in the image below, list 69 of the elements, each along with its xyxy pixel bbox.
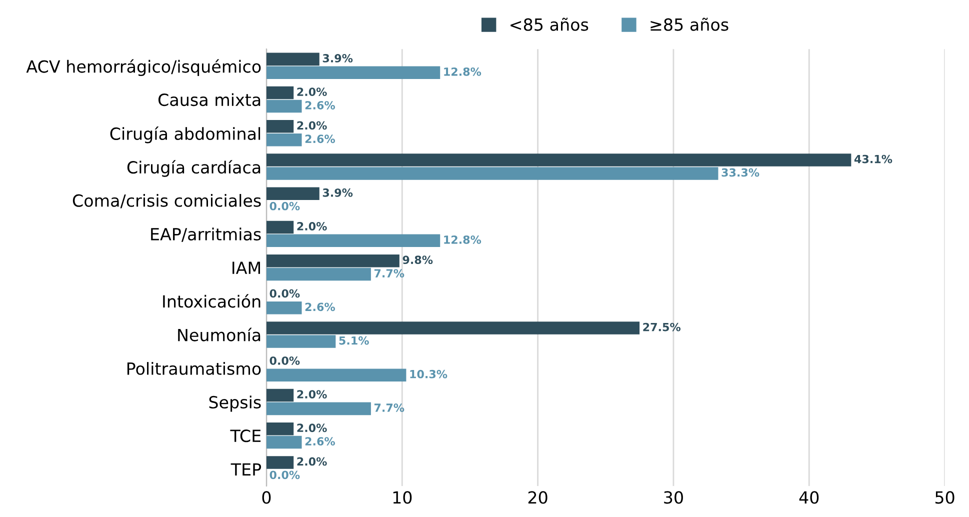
y-tick-label: Neumonía <box>178 328 260 342</box>
data-label: 10.3% <box>410 370 448 378</box>
bar <box>266 436 302 449</box>
y-tick-label: Politraumatismo <box>127 362 261 375</box>
data-label: 2.0% <box>297 88 327 96</box>
data-label: 0.0% <box>270 356 300 365</box>
data-label: 5.1% <box>339 336 369 345</box>
bar <box>266 368 406 382</box>
bar <box>266 268 371 281</box>
y-tick-label: Causa mixta <box>158 93 260 106</box>
x-tick-label: 10 <box>393 491 412 504</box>
data-label: 2.6% <box>305 437 335 446</box>
bar <box>266 301 302 314</box>
data-label: 7.7% <box>374 269 404 278</box>
y-tick-label: TCE <box>230 430 261 442</box>
x-tick-label: 40 <box>799 491 819 504</box>
x-tick-label: 30 <box>664 491 683 504</box>
bar <box>266 220 294 234</box>
data-label: 3.9% <box>322 54 353 62</box>
data-label: 7.7% <box>374 404 404 412</box>
bar <box>266 422 294 436</box>
bar <box>266 52 320 66</box>
bar <box>266 120 294 133</box>
data-label: 2.0% <box>297 424 327 432</box>
data-label: 0.0% <box>270 289 300 298</box>
bar <box>266 456 294 469</box>
bar <box>266 402 371 416</box>
y-tick-label: Cirugía cardíaca <box>127 160 260 177</box>
data-label: 2.6% <box>305 101 335 110</box>
y-tick-label: ACV hemorrágico/isquémico <box>26 59 261 76</box>
y-tick-label: Intoxicación <box>163 294 260 308</box>
data-label: 0.0% <box>270 470 300 480</box>
bar <box>266 100 302 113</box>
bar <box>266 154 852 166</box>
y-tick-label: Coma/crisis comiciales <box>72 194 261 208</box>
legend-label: ≥85 años <box>650 18 728 31</box>
y-tick-label: IAM <box>232 262 260 274</box>
data-label: 12.8% <box>444 235 482 244</box>
bar <box>266 335 336 348</box>
data-label: 12.8% <box>444 67 482 76</box>
x-tick-label: 0 <box>262 491 271 504</box>
bar <box>266 322 640 334</box>
data-label: 3.9% <box>322 188 353 197</box>
data-label: 2.0% <box>297 457 327 466</box>
bar <box>266 254 400 268</box>
data-label: 27.5% <box>643 322 681 332</box>
data-label: 2.0% <box>297 121 327 130</box>
bar <box>266 133 302 146</box>
bar <box>266 388 294 402</box>
data-label: 2.6% <box>305 134 335 144</box>
y-tick-label: Sepsis <box>209 396 261 412</box>
data-label: 9.8% <box>402 256 433 264</box>
bar <box>266 167 718 180</box>
legend-label: <85 años <box>510 18 588 31</box>
data-label: 2.0% <box>297 390 327 398</box>
y-tick-label: Cirugía abdominal <box>110 126 260 144</box>
bar <box>266 234 440 248</box>
bar <box>266 86 294 100</box>
data-label: 2.6% <box>305 302 335 312</box>
y-tick-label: EAP/arritmias <box>151 228 261 242</box>
bar <box>266 66 440 80</box>
data-label: 43.1% <box>854 154 892 164</box>
data-label: 2.0% <box>297 222 327 230</box>
data-label: 0.0% <box>270 202 300 210</box>
x-tick-label: 50 <box>935 491 954 504</box>
bar <box>266 187 320 200</box>
y-tick-label: TEP <box>230 463 262 476</box>
x-tick-label: 20 <box>528 491 548 504</box>
data-label: 33.3% <box>722 168 760 177</box>
